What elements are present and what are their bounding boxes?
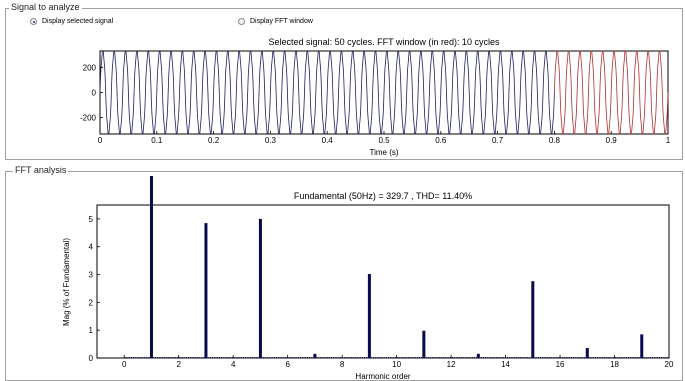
fft-xtick-label: 8 <box>340 360 345 369</box>
signal-plot-title: Selected signal: 50 cycles. FFT window (… <box>268 37 500 47</box>
fft-bar <box>531 281 535 358</box>
radio-unselected-dot <box>238 18 245 25</box>
radio-display-selected-signal[interactable]: Display selected signal <box>30 18 113 25</box>
fft-xtick-label: 0 <box>122 360 127 369</box>
fft-xtick-label: 14 <box>501 360 510 369</box>
fft-xtick-label: 12 <box>447 360 456 369</box>
radio-display-selected-signal-label: Display selected signal <box>42 18 114 25</box>
signal-ytick-label: 0 <box>92 89 97 98</box>
signal-xtick-label: 0.3 <box>265 136 277 145</box>
signal-xtick-label: 0.6 <box>435 136 447 145</box>
signal-xlabel: Time (s) <box>369 148 398 157</box>
signal-xtick-label: 0.1 <box>151 136 163 145</box>
fft-ytick-label: 1 <box>89 326 94 335</box>
fft-window-trace <box>554 50 669 135</box>
fft-xtick-label: 6 <box>285 360 290 369</box>
signal-panel <box>5 8 683 160</box>
signal-panel-title: Signal to analyze <box>9 2 82 12</box>
signal-trace <box>99 50 555 135</box>
fft-ytick-label: 3 <box>89 271 94 280</box>
fft-ytick-label: 0 <box>89 354 94 363</box>
fft-bar <box>149 176 153 358</box>
fft-ytick-label: 4 <box>89 243 94 252</box>
fft-plot-area <box>96 204 670 359</box>
signal-xtick-label: 0.8 <box>549 136 561 145</box>
radio-display-fft-window[interactable]: Display FFT window <box>238 18 313 25</box>
signal-ytick-label: 200 <box>83 63 97 72</box>
signal-xtick-label: 0.7 <box>492 136 504 145</box>
radio-selected-dot <box>30 18 37 25</box>
fft-bar <box>367 273 371 358</box>
signal-xtick-label: 0.5 <box>378 136 390 145</box>
fft-xtick-label: 18 <box>610 360 619 369</box>
radio-display-fft-window-label: Display FFT window <box>250 18 313 25</box>
fft-bar <box>422 330 426 358</box>
fft-plot-title: Fundamental (50Hz) = 329.7 , THD= 11.40% <box>293 191 473 201</box>
signal-ytick-label: -200 <box>80 114 97 123</box>
fft-xlabel: Harmonic order <box>355 372 410 381</box>
fft-bar <box>204 223 208 358</box>
fft-bar <box>585 347 589 358</box>
signal-xtick-label: 1 <box>666 136 671 145</box>
fft-bar <box>258 218 262 358</box>
fft-bar <box>313 353 317 358</box>
fft-bar <box>640 334 644 358</box>
signal-xtick-label: 0.9 <box>606 136 618 145</box>
signal-plot: 0 0.1 0.2 0.3 0.4 0.5 0.6 0.7 0.8 0.9 1 200 0 -200 T… <box>80 50 671 157</box>
fft-ytick-label: 5 <box>89 215 94 224</box>
fft-xtick-label: 20 <box>665 360 674 369</box>
fft-panel-title: FFT analysis <box>13 165 69 175</box>
fft-xtick-label: 10 <box>392 360 401 369</box>
fft-bar <box>476 353 480 358</box>
signal-xtick-label: 0.4 <box>322 136 334 145</box>
fft-xtick-label: 4 <box>231 360 236 369</box>
signal-xtick-label: 0.2 <box>208 136 220 145</box>
fft-xtick-label: 16 <box>556 360 565 369</box>
fft-ytick-label: 2 <box>89 298 94 307</box>
signal-xtick-label: 0 <box>98 136 103 145</box>
fft-ylabel: Mag (% of Fundamental) <box>62 238 71 326</box>
fft-xtick-label: 2 <box>176 360 181 369</box>
